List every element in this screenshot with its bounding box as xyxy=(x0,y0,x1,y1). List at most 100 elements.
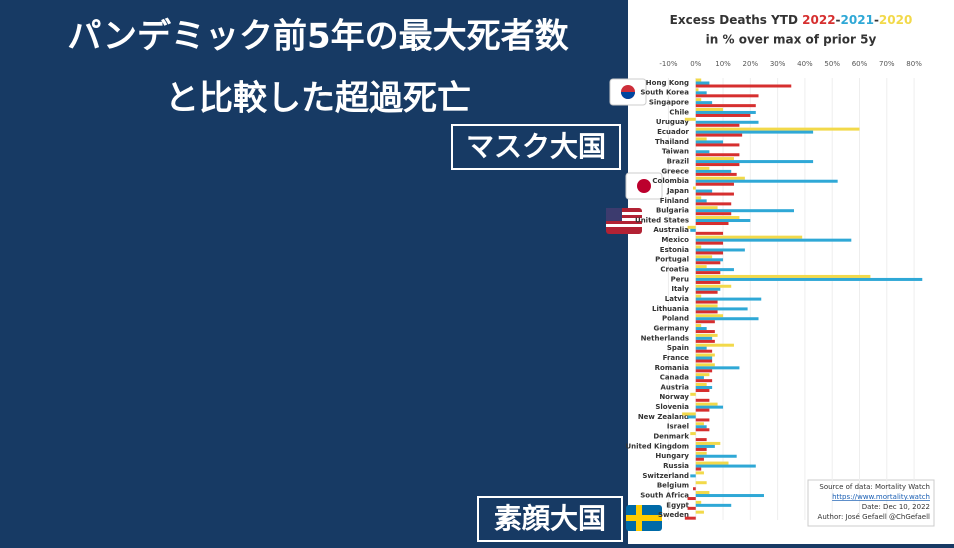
y-tick-label: Belgium xyxy=(657,482,689,490)
bar xyxy=(695,422,704,426)
bar xyxy=(695,307,748,311)
y-tick-label: Australia xyxy=(653,226,689,234)
bar xyxy=(695,261,721,265)
y-tick-label: Russia xyxy=(663,462,689,470)
bar xyxy=(695,294,702,298)
bar xyxy=(695,265,707,269)
bar xyxy=(695,113,751,117)
bar xyxy=(695,510,704,514)
y-tick-label: Slovenia xyxy=(655,403,689,411)
callout: マスク大国 xyxy=(466,130,606,163)
bar xyxy=(695,88,699,92)
bar xyxy=(695,248,745,252)
bar xyxy=(695,382,707,386)
bar xyxy=(695,280,721,284)
bar xyxy=(695,349,713,353)
y-tick-label: Spain xyxy=(667,344,689,352)
y-tick-label: Switzerland xyxy=(642,472,689,480)
bar xyxy=(695,81,710,85)
headline: と比較した超過死亡 xyxy=(165,79,471,119)
bar xyxy=(695,166,710,170)
bar xyxy=(695,107,724,111)
y-tick-label: Taiwan xyxy=(662,148,689,156)
legend-entry: 2021 xyxy=(841,13,874,27)
bar xyxy=(695,317,759,321)
source-line: https://www.mortality.watch xyxy=(832,493,930,501)
bar xyxy=(695,268,734,272)
bar xyxy=(695,467,702,471)
bar xyxy=(695,297,762,301)
y-tick-label: Singapore xyxy=(649,99,689,107)
bar xyxy=(682,412,696,416)
bar xyxy=(695,189,713,193)
y-tick-label: Latvia xyxy=(665,295,689,303)
flags xyxy=(606,78,663,531)
bar xyxy=(695,320,715,324)
bar xyxy=(695,336,713,340)
bar xyxy=(695,385,713,389)
bar xyxy=(695,130,814,134)
bar xyxy=(695,140,724,144)
y-tick-label: France xyxy=(663,354,690,362)
bar xyxy=(695,163,740,167)
bar xyxy=(687,415,696,419)
bar xyxy=(695,202,732,206)
y-tick-label: Egypt xyxy=(666,501,689,509)
bar xyxy=(695,98,702,102)
bar xyxy=(695,277,923,281)
bar xyxy=(695,363,715,367)
bar xyxy=(695,444,715,448)
bar xyxy=(695,235,803,239)
bar xyxy=(695,359,713,363)
source-box xyxy=(807,479,935,527)
bar xyxy=(695,231,724,235)
bar xyxy=(695,143,740,147)
y-tick-label: Germany xyxy=(653,324,689,332)
chart-subtitle: in % over max of prior 5y xyxy=(706,33,877,47)
bar xyxy=(695,425,707,429)
x-tick-label: 0% xyxy=(690,60,701,68)
x-tick-label: -10% xyxy=(659,60,677,68)
y-tick-label: Brazil xyxy=(667,157,689,165)
y-tick-label: Lithuania xyxy=(652,305,689,313)
x-tick-label: 50% xyxy=(824,60,840,68)
bar xyxy=(695,91,707,95)
bar xyxy=(695,133,743,137)
bar xyxy=(695,199,707,203)
bar xyxy=(695,330,715,334)
bar xyxy=(695,353,715,357)
bar xyxy=(695,160,814,164)
bar xyxy=(687,497,696,501)
bar xyxy=(695,310,718,314)
bar xyxy=(695,324,702,328)
y-tick-label: Hungary xyxy=(655,452,689,460)
bar xyxy=(695,179,838,183)
y-tick-label: Sweden xyxy=(658,511,689,519)
bar xyxy=(695,314,724,318)
bar xyxy=(690,474,696,478)
bar xyxy=(695,238,852,242)
bar xyxy=(695,379,713,383)
bar xyxy=(695,418,710,422)
bar xyxy=(684,516,696,520)
callout-box xyxy=(451,124,621,170)
bar xyxy=(695,339,715,343)
bar xyxy=(695,464,756,468)
bar xyxy=(695,153,740,157)
bar xyxy=(695,366,740,370)
bar xyxy=(695,123,740,127)
callout-box xyxy=(477,496,623,542)
bar xyxy=(693,487,696,491)
bar xyxy=(695,101,713,105)
bar xyxy=(695,271,721,275)
bar xyxy=(695,127,860,131)
y-tick-label: Colombia xyxy=(652,177,689,185)
chart-panel xyxy=(628,0,954,544)
bar xyxy=(687,506,696,510)
bar xyxy=(695,398,710,402)
bar xyxy=(695,457,704,461)
bar xyxy=(695,333,718,337)
bar xyxy=(695,388,710,392)
y-tick-label: Canada xyxy=(660,374,690,382)
bar xyxy=(695,356,713,360)
